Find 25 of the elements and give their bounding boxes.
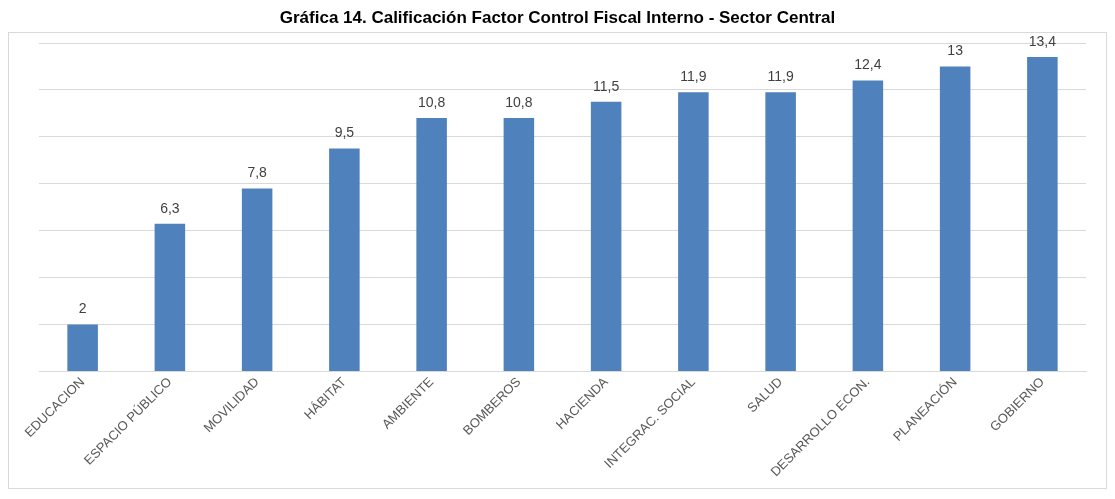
chart-title: Gráfica 14. Calificación Factor Control Fiscal Interno - Sector Central — [278, 8, 837, 28]
bar — [67, 324, 98, 371]
bar — [154, 223, 186, 371]
bar — [590, 101, 622, 371]
data-label: 6,3 — [160, 199, 180, 216]
data-label: 9,5 — [334, 124, 355, 141]
bar — [678, 92, 709, 371]
bar — [503, 118, 535, 371]
data-label: 11,9 — [680, 68, 707, 85]
data-label: 10,8 — [418, 93, 446, 110]
data-label: 13 — [947, 42, 964, 59]
data-label: 10,8 — [505, 93, 533, 110]
data-label: 13,4 — [1028, 32, 1057, 49]
data-label: 7,8 — [247, 164, 268, 181]
bar — [765, 92, 796, 371]
bar — [416, 118, 447, 371]
data-label: 11,5 — [593, 77, 620, 94]
data-label: 2 — [78, 300, 87, 317]
bar — [1027, 57, 1058, 371]
bar — [329, 148, 360, 371]
bar — [241, 188, 273, 371]
bar — [939, 66, 971, 371]
data-label: 11,9 — [767, 68, 794, 85]
bar — [852, 80, 884, 371]
data-label: 12,4 — [854, 56, 882, 73]
